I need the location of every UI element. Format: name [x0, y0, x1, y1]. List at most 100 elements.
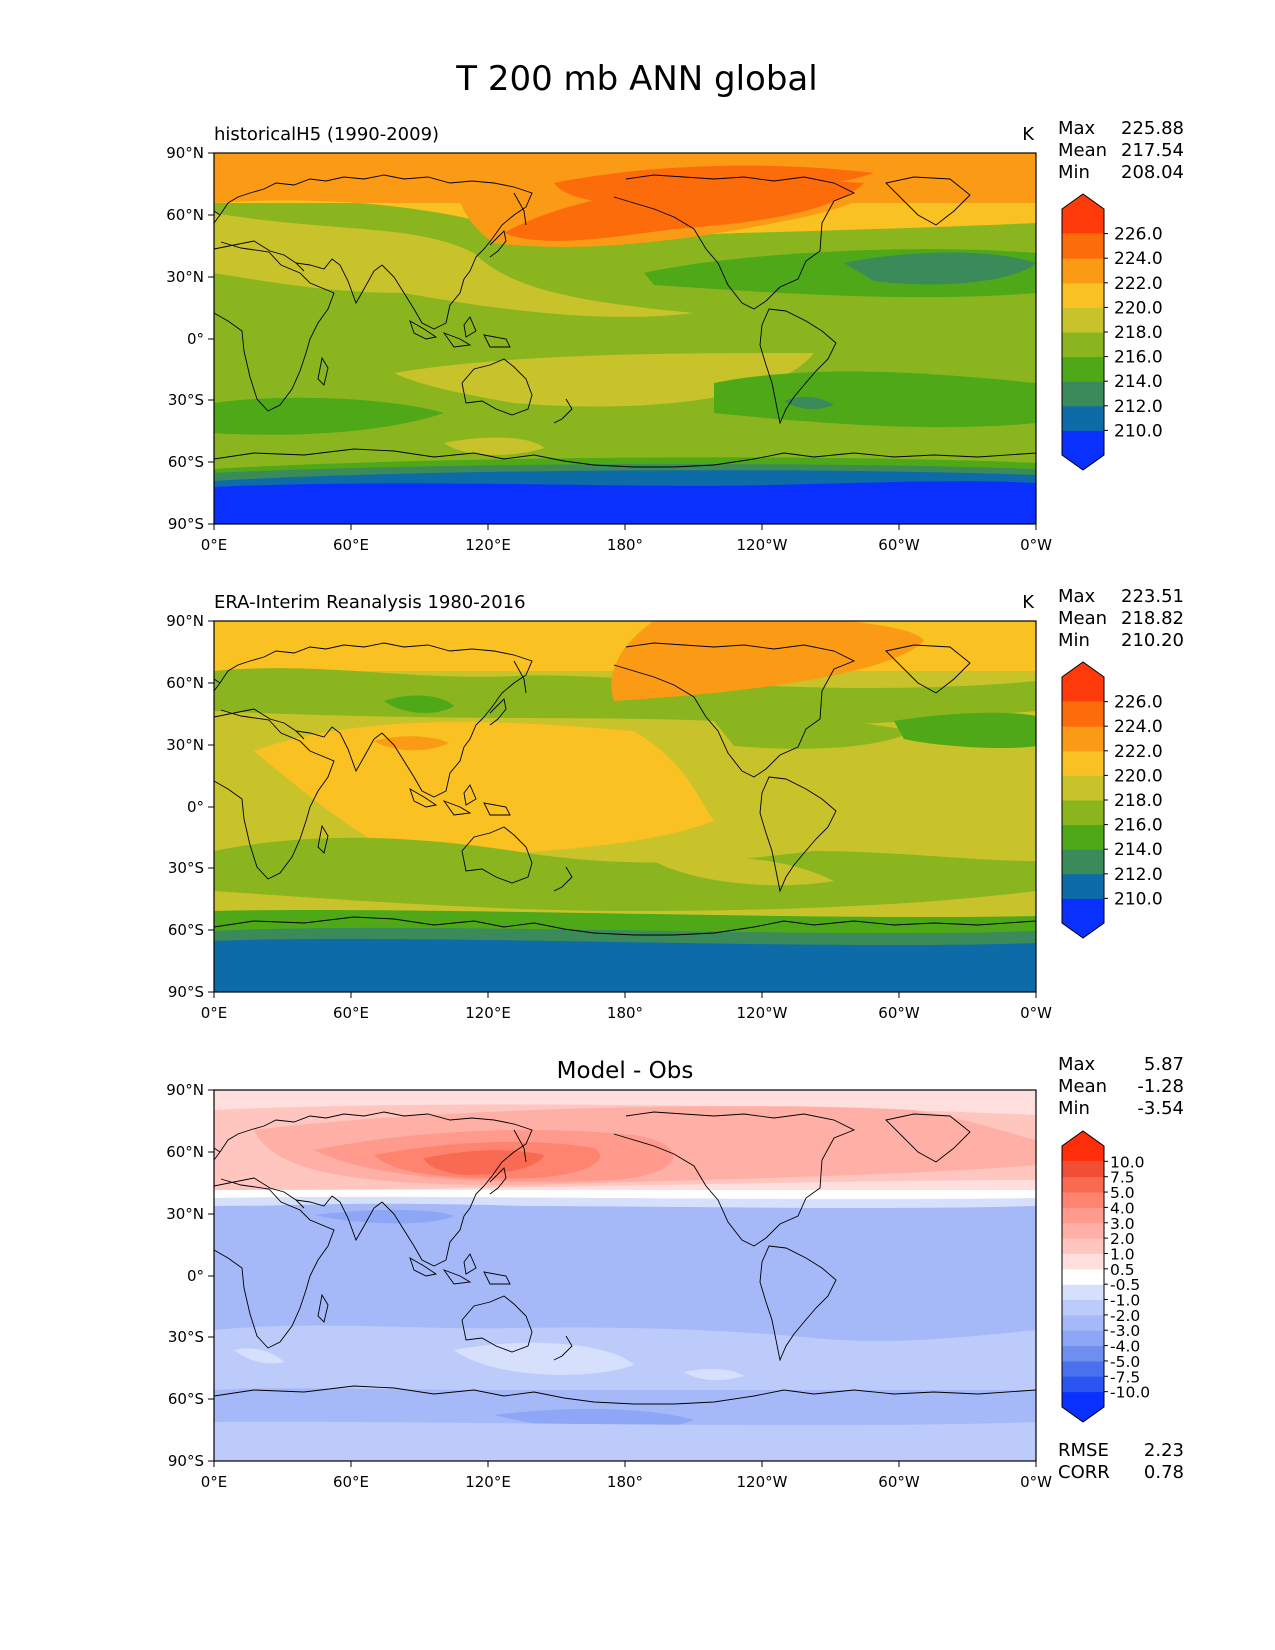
colorbar-swatch [1062, 898, 1104, 938]
y-tick-label: 0° [187, 798, 204, 816]
x-tick-label: 0°E [201, 1004, 228, 1022]
colorbar-swatch [1062, 1253, 1104, 1270]
y-tick-label: 90°S [168, 1452, 204, 1470]
stat-mean: 218.82 [1121, 608, 1184, 629]
colorbar-swatch [1062, 726, 1104, 752]
colorbar-tick-label: -2.0 [1110, 1307, 1140, 1325]
x-tick-label: 180° [607, 536, 643, 554]
stat-max: 223.51 [1121, 586, 1184, 607]
colorbar-swatch [1062, 1314, 1104, 1331]
x-tick-label: 120°E [465, 1473, 511, 1491]
colorbar-tick-label: 218.0 [1114, 323, 1163, 343]
figure-title: T 200 mb ANN global [455, 59, 817, 99]
stat-mean-label: Mean [1058, 140, 1107, 161]
colorbar-swatch [1062, 1176, 1104, 1193]
y-tick-label: 60°S [168, 1390, 204, 1408]
colorbar-tick-label: 216.0 [1114, 348, 1163, 368]
colorbar-swatch [1062, 1360, 1104, 1377]
colorbar-swatch [1062, 258, 1104, 284]
colorbar-tick-label: 5.0 [1110, 1184, 1135, 1202]
colorbar-tick-label: 1.0 [1110, 1245, 1135, 1263]
colorbar: 226.0 224.0 222.0 220.0 218.0 216.0 214.0 212.0… [1061, 661, 1163, 939]
colorbar-tick-label: -4.0 [1110, 1338, 1140, 1356]
colorbar-tick-label: 222.0 [1114, 742, 1163, 762]
corr-value: 0.78 [1144, 1462, 1184, 1483]
stat-max-label: Max [1058, 118, 1096, 139]
y-tick-label: 30°S [168, 1328, 204, 1346]
metrics-box: RMSE 2.23 CORR 0.78 [1058, 1440, 1184, 1483]
map-field [214, 1090, 1036, 1461]
panel-title-obs: ERA-Interim Reanalysis 1980-2016 [214, 592, 526, 613]
colorbar-swatch [1062, 662, 1104, 702]
colorbar-tick-label: 0.5 [1110, 1261, 1135, 1279]
stat-min: -3.54 [1137, 1098, 1184, 1119]
colorbar-swatch [1062, 1345, 1104, 1362]
x-tick-label: 120°E [465, 1004, 511, 1022]
y-tick-label: 90°S [168, 515, 204, 533]
colorbar-swatch [1062, 1222, 1104, 1239]
colorbar-tick-label: 210.0 [1114, 421, 1163, 441]
colorbar-tick-label: 212.0 [1114, 397, 1163, 417]
colorbar-swatch [1062, 750, 1104, 776]
colorbar-outline [1061, 193, 1105, 471]
colorbar-swatch [1062, 701, 1104, 727]
stat-max-label: Max [1058, 1054, 1096, 1075]
stat-mean-label: Mean [1058, 1076, 1107, 1097]
colorbar-swatch [1062, 1238, 1104, 1254]
panel-diff: Model - Obs [166, 1054, 1184, 1491]
y-tick-label: 90°N [166, 144, 204, 162]
x-tick-label: 0°E [201, 1473, 228, 1491]
colorbar-swatch [1062, 1330, 1104, 1347]
y-tick-label: 60°N [166, 1143, 204, 1161]
colorbar-swatch [1062, 332, 1104, 358]
x-tick-label: 120°W [737, 536, 788, 554]
y-tick-label: 60°S [168, 453, 204, 471]
colorbar-tick-label: -7.5 [1110, 1368, 1140, 1386]
colorbar-swatch [1062, 1391, 1104, 1422]
y-tick-label: 30°N [166, 268, 204, 286]
colorbar-tick-label: 3.0 [1110, 1215, 1135, 1233]
colorbar-swatch [1062, 1376, 1104, 1393]
colorbar-tick-label: 214.0 [1114, 840, 1163, 860]
panel-title-model: historicalH5 (1990-2009) [214, 124, 439, 145]
corr-label: CORR [1058, 1462, 1110, 1483]
colorbar-tick-label: -10.0 [1110, 1384, 1150, 1402]
panel-obs: ERA-Interim Reanalysis 1980-2016 K [166, 586, 1184, 1022]
x-tick-label: 0°W [1020, 1473, 1052, 1491]
stats-box: Max 5.87 Mean -1.28 Min -3.54 [1058, 1054, 1184, 1119]
y-tick-label: 30°S [168, 391, 204, 409]
stats-box: Max 225.88 Mean 217.54 Min 208.04 [1058, 118, 1184, 183]
colorbar-tick-label: 224.0 [1114, 717, 1163, 737]
map-field [214, 621, 1036, 992]
stat-min-label: Min [1058, 1098, 1090, 1119]
y-tick-label: 0° [187, 1267, 204, 1285]
y-tick-label: 90°S [168, 983, 204, 1001]
x-tick-label: 120°E [465, 536, 511, 554]
colorbar-tick-label: -5.0 [1110, 1353, 1140, 1371]
units-label: K [1022, 124, 1035, 145]
x-tick-label: 180° [607, 1473, 643, 1491]
x-tick-label: 180° [607, 1004, 643, 1022]
colorbar-swatch [1062, 307, 1104, 333]
x-tick-label: 0°E [201, 536, 228, 554]
colorbar-swatch [1062, 282, 1104, 308]
colorbar-tick-label: -3.0 [1110, 1322, 1140, 1340]
colorbar-outline [1061, 661, 1105, 939]
colorbar-swatch [1062, 1299, 1104, 1316]
colorbar: 226.0 224.0 222.0 220.0 218.0 216.0 214.0 212.0… [1061, 193, 1163, 471]
colorbar-swatch [1062, 1284, 1104, 1301]
colorbar-swatch [1062, 1192, 1104, 1208]
colorbar-swatch [1062, 405, 1104, 431]
colorbar-swatch [1062, 849, 1104, 875]
stat-min-label: Min [1058, 630, 1090, 651]
colorbar-tick-label: 10.0 [1110, 1153, 1145, 1171]
stat-max-label: Max [1058, 586, 1096, 607]
x-tick-label: 60°W [878, 1473, 920, 1491]
map-field [214, 153, 1036, 524]
colorbar-swatch [1062, 1268, 1104, 1285]
colorbar-swatch [1062, 194, 1104, 234]
colorbar-tick-label: 212.0 [1114, 865, 1163, 885]
y-tick-label: 90°N [166, 612, 204, 630]
stat-mean: 217.54 [1121, 140, 1184, 161]
panel-model: historicalH5 (1990-2009) K [166, 118, 1184, 554]
